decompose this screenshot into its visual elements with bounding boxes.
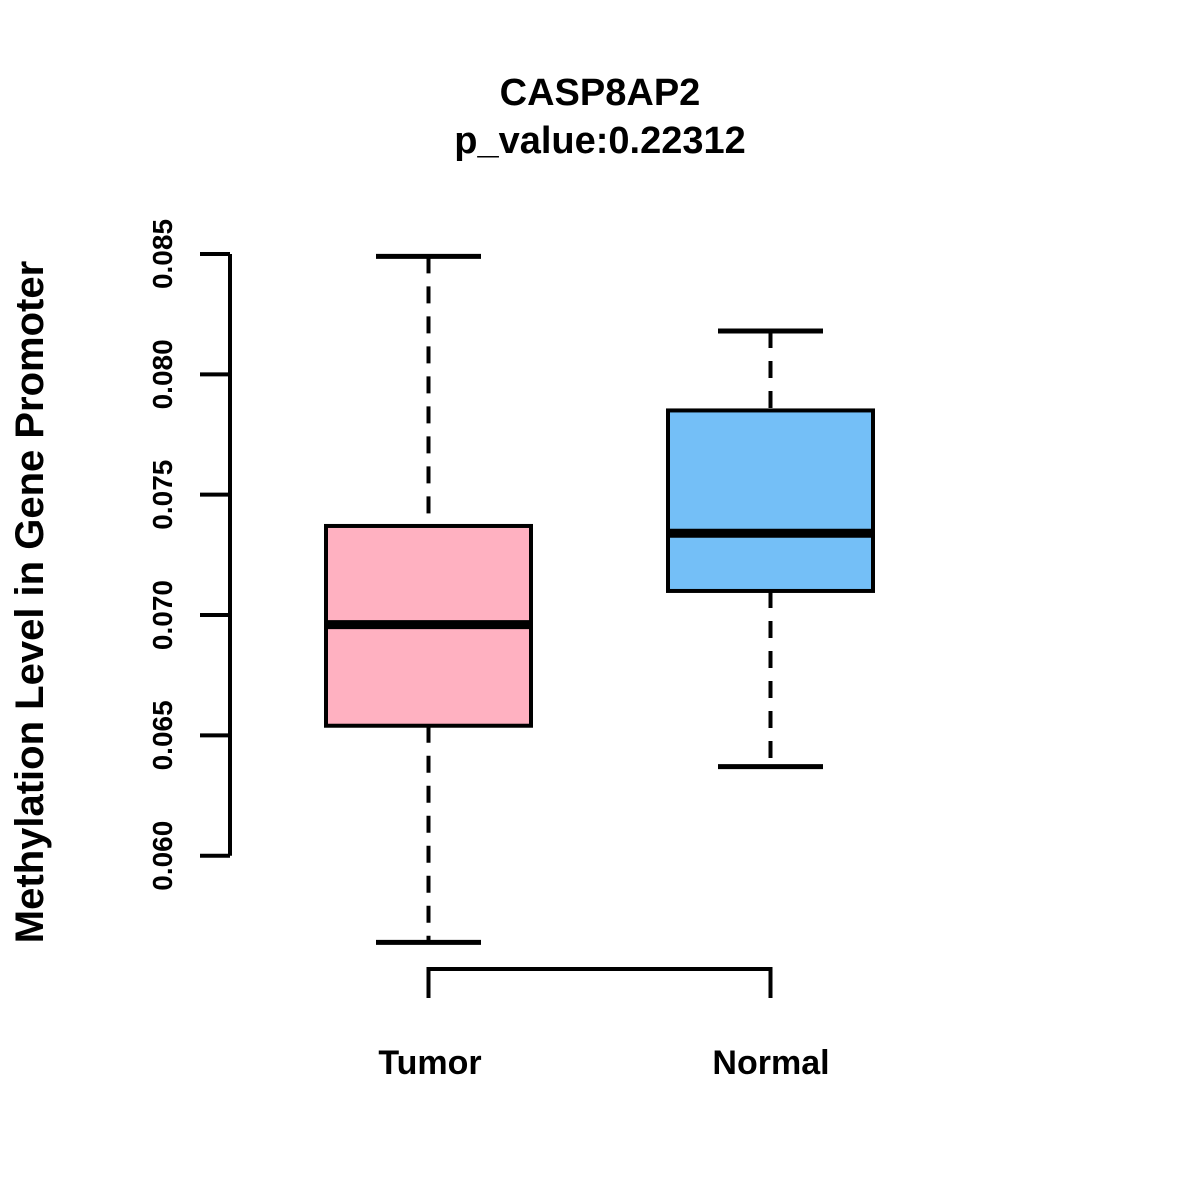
chart-subtitle-pvalue: p_value:0.22312: [454, 120, 746, 162]
x-category-label-tumor: Tumor: [378, 1044, 482, 1082]
y-tick-label: 0.070: [147, 580, 178, 650]
x-axis-bracket: [426, 967, 773, 998]
y-tick-label: 0.065: [147, 700, 178, 770]
normal-iqr-box: [666, 408, 875, 593]
y-tick-label: 0.080: [147, 339, 178, 409]
y-tick-label: 0.085: [147, 219, 178, 289]
y-tick-label: 0.060: [147, 821, 178, 891]
x-category-label-normal: Normal: [712, 1044, 830, 1082]
chart-title: CASP8AP2: [499, 72, 701, 114]
y-tick-label: 0.075: [147, 460, 178, 530]
